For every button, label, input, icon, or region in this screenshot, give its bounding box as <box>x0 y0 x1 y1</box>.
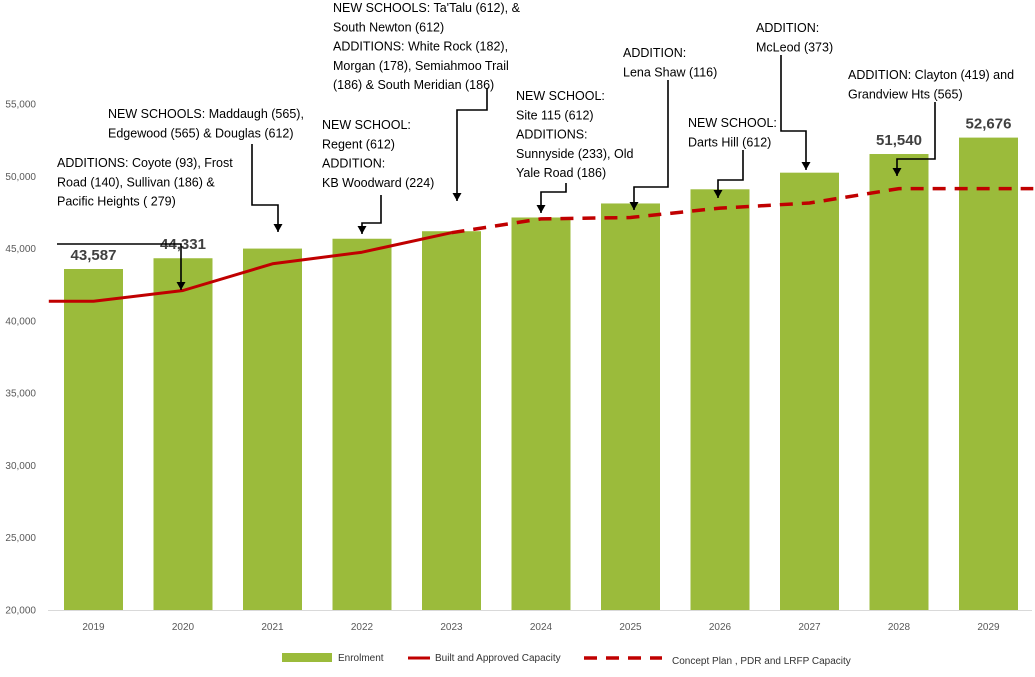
built-approved-capacity-line <box>48 231 452 303</box>
annotation-arrow-2026 <box>717 150 744 198</box>
x-tick-label: 2019 <box>82 622 105 633</box>
annotation-arrow-2021 <box>251 144 279 232</box>
y-tick-label: 25,000 <box>5 533 36 544</box>
y-tick-label: 55,000 <box>5 100 36 111</box>
annotation-text-2022: NEW SCHOOL: <box>322 118 411 132</box>
bar-2020 <box>153 258 213 610</box>
annotation-arrowhead <box>801 162 811 170</box>
legend-label-enrolment: Enrolment <box>338 653 384 664</box>
bar-2027 <box>780 172 839 610</box>
data-label: 44,331 <box>160 236 206 253</box>
x-tick-label: 2021 <box>261 622 284 633</box>
annotation-text-2028: ADDITION: Clayton (419) and <box>848 68 1014 82</box>
annotation-text-2024: Sunnyside (233), Old <box>516 147 633 161</box>
annotation-text-2020: ADDITIONS: Coyote (93), Frost <box>57 156 233 170</box>
annotation-arrowhead <box>713 190 723 198</box>
x-tick-label: 2020 <box>172 622 195 633</box>
annotation-text-2023: South Newton (612) <box>333 20 444 34</box>
bar-2026 <box>690 189 750 610</box>
y-tick-label: 45,000 <box>5 244 36 255</box>
x-tick-label: 2028 <box>888 622 911 633</box>
bar-2024 <box>511 217 571 610</box>
bar-2022 <box>332 238 392 610</box>
annotation-arrowhead <box>629 202 639 210</box>
y-tick-label: 30,000 <box>5 461 36 472</box>
annotation-text-2028: Grandview Hts (565) <box>848 87 963 101</box>
annotation-arrow-2025 <box>633 80 669 210</box>
annotation-arrow-2020 <box>57 243 182 290</box>
annotation-text-2022: ADDITION: <box>322 157 385 171</box>
annotation-arrow-2023 <box>456 88 488 201</box>
x-tick-label: 2024 <box>530 622 553 633</box>
annotation-text-2020: Pacific Heights ( 279) <box>57 195 176 209</box>
annotation-text-2023: Morgan (178), Semiahmoo Trail <box>333 59 509 73</box>
annotation-text-2020: Road (140), Sullivan (186) & <box>57 175 215 189</box>
annotation-arrowhead <box>273 224 283 232</box>
bar-2028 <box>869 154 929 610</box>
bar-2029 <box>959 137 1018 611</box>
y-tick-label: 35,000 <box>5 389 36 400</box>
legend-swatch-enrolment <box>282 653 332 662</box>
annotation-arrowhead <box>176 282 186 290</box>
data-label: 52,676 <box>966 116 1012 133</box>
annotation-text-2026: Darts Hill (612) <box>688 135 771 149</box>
y-tick-label: 50,000 <box>5 172 36 183</box>
annotation-text-2026: NEW SCHOOL: <box>688 116 777 130</box>
bar-2021 <box>243 248 302 611</box>
annotation-text-2023: (186) & South Meridian (186) <box>333 78 494 92</box>
annotation-text-2023: ADDITIONS: White Rock (182), <box>333 40 508 54</box>
annotation-text-2022: KB Woodward (224) <box>322 176 434 190</box>
annotation-text-2025: Lena Shaw (116) <box>623 65 717 79</box>
bar-2019 <box>64 268 123 610</box>
concept-plan-capacity-line <box>451 186 1034 235</box>
annotation-text-2024: NEW SCHOOL: <box>516 89 605 103</box>
data-label: 51,540 <box>876 132 922 149</box>
legend-label-concept-capacity: Concept Plan , PDR and LRFP Capacity <box>672 656 851 667</box>
annotation-arrow-2024 <box>540 183 567 213</box>
bar-2025 <box>601 203 660 610</box>
x-tick-label: 2027 <box>798 622 821 633</box>
annotation-arrow-2027 <box>780 55 807 170</box>
bar-2023 <box>422 231 481 611</box>
y-tick-label: 20,000 <box>5 606 36 617</box>
annotation-text-2024: ADDITIONS: <box>516 128 588 142</box>
annotation-text-2022: Regent (612) <box>322 137 395 151</box>
data-label: 43,587 <box>71 247 117 264</box>
annotation-arrow-2028 <box>896 102 936 176</box>
x-tick-label: 2025 <box>619 622 642 633</box>
annotation-text-2027: McLeod (373) <box>756 40 833 54</box>
y-tick-label: 40,000 <box>5 316 36 327</box>
annotation-text-2021: Edgewood (565) & Douglas (612) <box>108 126 294 140</box>
annotation-arrowhead <box>357 226 367 234</box>
x-tick-label: 2026 <box>709 622 732 633</box>
annotation-arrowhead <box>536 205 546 213</box>
annotation-arrowhead <box>892 168 902 176</box>
annotation-text-2024: Site 115 (612) <box>516 108 594 122</box>
annotation-text-2025: ADDITION: <box>623 46 686 60</box>
annotation-text-2024: Yale Road (186) <box>516 166 606 180</box>
x-tick-label: 2023 <box>440 622 463 633</box>
x-tick-label: 2022 <box>351 622 374 633</box>
legend-label-built-capacity: Built and Approved Capacity <box>435 653 561 664</box>
annotation-text-2021: NEW SCHOOLS: Maddaugh (565), <box>108 107 304 121</box>
annotation-arrowhead <box>452 193 462 201</box>
x-tick-label: 2029 <box>977 622 1000 633</box>
annotation-text-2023: NEW SCHOOLS: Ta'Talu (612), & <box>333 1 521 15</box>
annotation-text-2027: ADDITION: <box>756 21 819 35</box>
